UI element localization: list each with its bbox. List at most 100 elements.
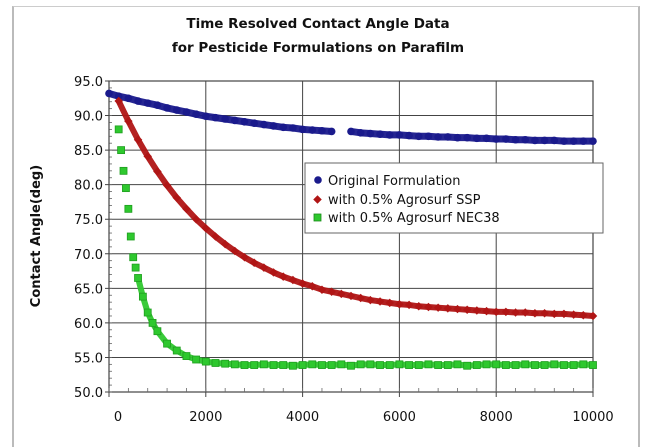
data-point <box>117 146 125 155</box>
data-point <box>492 360 501 369</box>
data-point <box>230 246 240 256</box>
data-point <box>356 360 365 369</box>
data-point <box>317 285 327 294</box>
data-point <box>511 308 520 317</box>
data-point <box>318 361 326 369</box>
data-point <box>259 263 269 272</box>
data-point <box>211 359 220 367</box>
data-point <box>589 361 597 369</box>
data-point <box>492 135 501 143</box>
data-point <box>511 361 520 369</box>
series-diamond <box>114 96 598 321</box>
data-point <box>347 361 355 370</box>
y-tick-label: 85.0 <box>74 144 103 159</box>
data-point <box>395 131 404 139</box>
data-point <box>269 361 278 369</box>
data-point <box>148 318 157 327</box>
data-point <box>288 275 298 285</box>
data-point <box>279 361 288 369</box>
data-point <box>453 360 462 369</box>
data-point <box>221 115 229 123</box>
data-point <box>366 360 375 369</box>
data-point <box>589 137 597 145</box>
data-point <box>346 291 356 301</box>
data-point <box>182 352 191 360</box>
data-point <box>259 360 268 369</box>
data-point <box>114 92 123 101</box>
data-point <box>579 137 588 145</box>
legend-marker-square <box>313 213 322 222</box>
data-point <box>511 135 520 144</box>
data-point <box>191 214 201 224</box>
y-tick-label: 90.0 <box>74 110 103 125</box>
y-tick-label: 80.0 <box>74 179 103 194</box>
data-point <box>376 361 384 369</box>
data-point <box>521 360 530 369</box>
data-point <box>569 137 578 145</box>
data-point <box>143 308 152 317</box>
data-point <box>138 292 147 301</box>
data-point <box>143 99 152 107</box>
data-point <box>366 129 375 138</box>
data-point <box>289 124 297 132</box>
data-point <box>385 361 394 369</box>
data-point <box>172 193 182 203</box>
data-point <box>482 306 491 316</box>
series-square <box>114 125 597 370</box>
data-point <box>540 308 549 318</box>
data-point <box>405 361 413 369</box>
data-point <box>134 97 142 105</box>
data-point <box>385 298 394 308</box>
data-point <box>124 94 133 103</box>
data-point <box>308 126 317 134</box>
data-point <box>202 112 210 121</box>
legend: Original Formulation with 0.5% Agrosurf … <box>304 162 604 234</box>
chart-title-line-1: Time Resolved Contact Angle Data <box>186 16 449 32</box>
data-point <box>404 300 414 310</box>
data-point <box>482 360 491 369</box>
legend-label-ssp: with 0.5% Agrosurf SSP <box>328 193 481 208</box>
data-point <box>414 302 424 311</box>
data-point <box>192 110 200 118</box>
y-tick-label: 60.0 <box>74 317 103 332</box>
plot-area <box>108 80 594 393</box>
x-tick-label: 2000 <box>189 410 222 425</box>
data-point <box>405 131 413 140</box>
data-point <box>531 361 539 369</box>
data-point <box>356 129 365 137</box>
data-point <box>308 282 317 291</box>
data-point <box>559 309 569 319</box>
data-point <box>366 295 375 305</box>
data-point <box>162 181 172 190</box>
data-point <box>153 101 162 109</box>
data-point <box>434 133 442 141</box>
data-point <box>569 361 578 369</box>
data-point <box>385 131 394 139</box>
data-point <box>192 355 201 364</box>
data-point <box>482 134 491 143</box>
data-point <box>443 304 453 313</box>
x-tick-label: 4000 <box>286 410 319 425</box>
y-axis-label: Contact Angle(deg) <box>29 165 44 307</box>
data-point <box>473 134 481 143</box>
data-point <box>211 113 220 122</box>
data-point <box>395 360 404 369</box>
data-point <box>133 135 143 144</box>
x-tick-label: 10000 <box>572 410 613 425</box>
data-point <box>337 289 346 299</box>
data-point <box>376 130 384 139</box>
data-point <box>105 89 113 98</box>
data-point <box>540 136 549 145</box>
series-circle <box>105 89 597 145</box>
data-point <box>240 117 249 126</box>
y-tick-label: 55.0 <box>74 351 103 366</box>
data-point <box>114 125 123 134</box>
data-point <box>119 166 128 175</box>
data-point <box>327 361 336 369</box>
data-point <box>153 167 162 176</box>
data-point <box>569 310 578 319</box>
data-point <box>502 135 510 143</box>
chart-title-line-2: for Pesticide Formulations on Parafilm <box>172 40 464 56</box>
data-point <box>163 104 171 112</box>
